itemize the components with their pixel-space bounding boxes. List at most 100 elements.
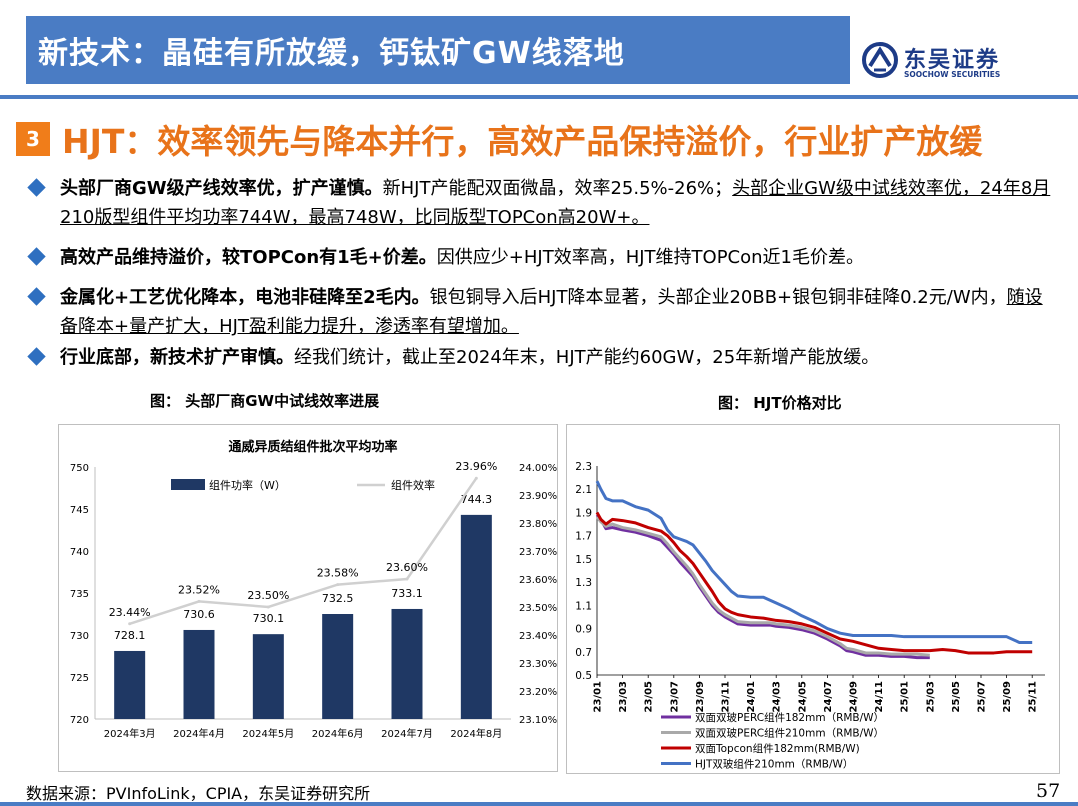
chart-title: 通威异质结组件批次平均功率 — [228, 439, 397, 455]
diamond-bullet-icon — [27, 247, 46, 266]
bullet-normal-text: 新HJT产能配双面微晶，效率25.5%-26%； — [382, 178, 733, 199]
x-tick-label: 23/03 — [618, 681, 629, 713]
y-tick-label: 0.9 — [575, 624, 592, 636]
legend-label: HJT双玻组件210mm（RMB/W） — [695, 758, 853, 771]
y-tick-label: 725 — [70, 673, 89, 684]
legend-bar-label: 组件功率（W） — [209, 478, 286, 492]
y-tick-label: 745 — [70, 505, 89, 516]
x-tick-label: 2024年6月 — [312, 727, 364, 740]
x-tick-label: 24/07 — [823, 681, 834, 713]
bar-value-label: 730.1 — [253, 612, 284, 625]
logo-name-cn: 东吴证券 — [904, 48, 1001, 73]
efficiency-value-label: 23.50% — [247, 589, 289, 602]
bullet-text: 行业底部，新技术扩产审慎。经我们统计，截止至2024年末，HJT产能约60GW，… — [60, 343, 1060, 372]
bar — [391, 608, 423, 719]
diamond-bullet-icon — [27, 347, 46, 366]
x-tick-label: 25/09 — [1002, 681, 1013, 713]
x-tick-label: 24/03 — [772, 681, 783, 713]
efficiency-value-label: 23.52% — [178, 583, 220, 596]
price-series-line — [595, 513, 930, 660]
x-tick-label: 23/07 — [669, 681, 680, 713]
x-tick-label: 23/11 — [721, 681, 732, 713]
header-rule — [0, 95, 1078, 99]
bullet-bold-text: 金属化+工艺优化降本，电池非硅降至2毛内。 — [60, 287, 430, 308]
y2-tick-label: 24.00% — [519, 463, 557, 474]
bullet-normal-text: 银包铜导入后HJT降本显著，头部企业20BB+银包铜非硅降0.2元/W内， — [429, 287, 1007, 308]
figure-caption-left: 图： 头部厂商GW中试线效率进展 — [150, 392, 380, 410]
bullet-text: 金属化+工艺优化降本，电池非硅降至2毛内。银包铜导入后HJT降本显著，头部企业2… — [60, 283, 1060, 341]
price-series-line — [595, 511, 1033, 655]
y2-tick-label: 23.60% — [519, 575, 557, 586]
efficiency-point — [197, 599, 201, 603]
y-tick-label: 0.7 — [575, 647, 592, 659]
bar-value-label: 730.6 — [183, 608, 215, 621]
diamond-bullet-icon — [27, 287, 46, 306]
x-tick-label: 23/01 — [593, 681, 604, 713]
bullet-bold-text: 高效产品维持溢价，较TOPCon有1毛+价差。 — [60, 247, 437, 268]
y2-tick-label: 23.80% — [519, 519, 557, 530]
x-tick-label: 24/01 — [746, 681, 757, 713]
x-tick-label: 23/05 — [644, 681, 655, 713]
efficiency-value-label: 23.60% — [386, 561, 428, 574]
efficiency-point — [266, 605, 270, 609]
x-tick-label: 25/07 — [977, 681, 988, 713]
bar-value-label: 732.5 — [322, 592, 354, 605]
bar-value-label: 733.1 — [391, 587, 423, 600]
bullet-underline-text: 头部企业GW级中试线效率优，24年8月210版型组件平均功率744W，最高748… — [60, 178, 1051, 228]
x-tick-label: 25/11 — [1028, 681, 1039, 713]
efficiency-chart-svg: 通威异质结组件批次平均功率 720 725 730 735 740 745 750 23.10%… — [70, 439, 557, 740]
bullet-bold-text: 头部厂商GW级产线效率优，扩产谨慎。 — [60, 178, 383, 199]
efficiency-point — [336, 583, 340, 587]
price-chart-svg: 0.5 0.7 0.9 1.1 1.3 1.5 1.7 1.9 2.1 2.3 23/01 23/03… — [575, 461, 1045, 771]
legend-label: 双面双玻PERC组件182mm（RMB/W） — [695, 711, 884, 724]
logo-name-en: SOOCHOW SECURITIES — [904, 70, 1001, 79]
legend-line-label: 组件效率 — [391, 478, 435, 492]
figure-caption-right: 图： HJT价格对比 — [718, 394, 842, 412]
y2-tick-label: 23.40% — [519, 631, 557, 642]
footer-rule — [0, 802, 1078, 806]
y2-tick-label: 23.20% — [519, 687, 557, 698]
efficiency-point — [474, 476, 478, 480]
y-tick-label: 1.5 — [575, 554, 592, 566]
y-tick-label: 750 — [70, 463, 89, 474]
bullet-bold-text: 行业底部，新技术扩产审慎。 — [60, 347, 294, 368]
section-number: 3 — [16, 122, 50, 156]
y2-tick-label: 23.70% — [519, 547, 557, 558]
bullet-text: 高效产品维持溢价，较TOPCon有1毛+价差。因供应少+HJT效率高，HJT维持… — [60, 243, 1060, 272]
y-tick-label: 730 — [70, 631, 89, 642]
x-tick-label: 2024年8月 — [450, 727, 502, 740]
x-tick-label: 25/05 — [951, 681, 962, 713]
price-series-line — [595, 516, 930, 657]
section-title: HJT：效率领先与降本并行，高效产品保持溢价，行业扩产放缓 — [62, 122, 983, 161]
efficiency-value-label: 23.96% — [455, 460, 497, 473]
y2-tick-label: 23.50% — [519, 603, 557, 614]
y2-tick-label: 23.90% — [519, 491, 557, 502]
soochow-logo-icon — [862, 42, 898, 78]
bar — [252, 634, 284, 719]
y2-tick-label: 23.10% — [519, 715, 557, 726]
efficiency-value-label: 23.58% — [317, 567, 359, 580]
efficiency-value-label: 23.44% — [109, 606, 151, 619]
bar — [114, 650, 146, 719]
y-tick-label: 2.1 — [575, 484, 592, 496]
bar-value-label: 728.1 — [114, 629, 145, 642]
bullet-normal-text: 经我们统计，截止至2024年末，HJT产能约60GW，25年新增产能放缓。 — [294, 347, 880, 368]
y-tick-label: 0.5 — [575, 670, 592, 682]
x-tick-label: 2024年5月 — [242, 727, 294, 740]
y-tick-label: 720 — [70, 715, 89, 726]
bullet-underline-text: 随设备降本+量产扩大，HJT盈利能力提升，渗透率有望增加。 — [60, 287, 1043, 337]
data-source: 数据来源：PVInfoLink，CPIA，东吴证券研究所 — [26, 784, 371, 803]
legend-label: 双面Topcon组件182mm(RMB/W) — [695, 742, 860, 755]
bar — [183, 629, 215, 719]
x-tick-label: 2024年3月 — [104, 727, 156, 740]
bar — [460, 514, 492, 719]
y-tick-label: 1.7 — [575, 531, 592, 543]
x-tick-label: 24/09 — [849, 681, 860, 713]
x-tick-label: 24/11 — [874, 681, 885, 713]
bullet-text: 头部厂商GW级产线效率优，扩产谨慎。新HJT产能配双面微晶，效率25.5%-26… — [60, 174, 1060, 232]
legend-label: 双面双玻PERC组件210mm（RMB/W） — [695, 727, 884, 740]
bullet-normal-text: 因供应少+HJT效率高，HJT维持TOPCon近1毛价差。 — [436, 247, 864, 268]
x-tick-label: 25/01 — [900, 681, 911, 713]
y-tick-label: 740 — [70, 547, 89, 558]
x-tick-label: 24/05 — [797, 681, 808, 713]
